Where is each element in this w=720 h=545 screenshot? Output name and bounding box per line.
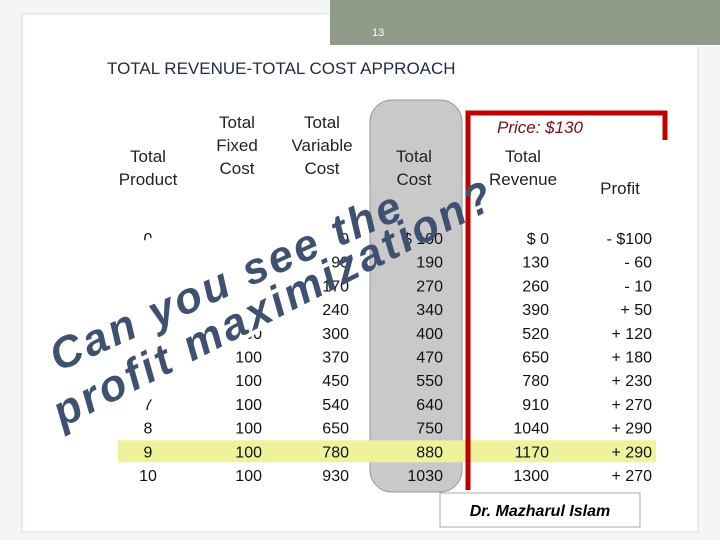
table-cell: 550 xyxy=(416,373,443,390)
table-cell: 540 xyxy=(322,397,349,414)
table-cell: + 230 xyxy=(612,373,653,390)
table-cell: 240 xyxy=(322,302,349,319)
table-cell: 750 xyxy=(416,421,443,438)
column-header: Profit xyxy=(600,179,640,198)
table-cell: 470 xyxy=(416,350,443,367)
table-cell: $ 100 xyxy=(403,231,443,248)
footer: Dr. Mazharul Islam xyxy=(470,503,611,520)
overlay-mask xyxy=(40,214,262,445)
table-cell: 1300 xyxy=(513,468,549,485)
column-header: Total xyxy=(505,147,541,166)
table-cell: 190 xyxy=(416,255,443,272)
table-cell: 520 xyxy=(522,326,549,343)
table-cell: 90 xyxy=(331,255,349,272)
table-cell: 650 xyxy=(522,350,549,367)
column-header: Total xyxy=(130,147,166,166)
table-cell: + 270 xyxy=(612,397,653,414)
footer-box xyxy=(439,492,641,528)
table-cell: 650 xyxy=(322,421,349,438)
table-cell: 910 xyxy=(522,397,549,414)
slide-title: TOTAL REVENUE-TOTAL COST APPROACH xyxy=(107,59,456,78)
table-cell: 300 xyxy=(322,326,349,343)
column-header: Revenue xyxy=(489,170,557,189)
table-cell: + 290 xyxy=(612,421,653,438)
table-cell: 9 xyxy=(144,444,153,461)
table-cell: 780 xyxy=(522,373,549,390)
table-cell: + 270 xyxy=(612,468,653,485)
column-header: Total xyxy=(304,113,340,132)
price-label: Price: $130 xyxy=(497,118,584,137)
column-header: Fixed xyxy=(216,136,258,155)
table-cell: 170 xyxy=(322,278,349,295)
table-cell: $ 0 xyxy=(527,231,549,248)
column-header: Product xyxy=(119,170,178,189)
table-cell: 100 xyxy=(235,397,262,414)
table-cell: 1030 xyxy=(407,468,443,485)
page-number: 13 xyxy=(372,27,384,39)
table-cell: 780 xyxy=(322,444,349,461)
table-cell: 370 xyxy=(322,350,349,367)
table-cell: 880 xyxy=(416,444,443,461)
column-header: Cost xyxy=(305,159,340,178)
table-cell: + 50 xyxy=(620,302,652,319)
table-cell: 100 xyxy=(235,350,262,367)
column-header: Total xyxy=(219,113,255,132)
table-cell: 0 xyxy=(340,231,349,248)
column-header: Cost xyxy=(397,170,432,189)
table-cell: 1170 xyxy=(515,444,550,461)
price-bracket xyxy=(465,110,668,490)
table-cell: 450 xyxy=(322,373,349,390)
table-cell: 340 xyxy=(416,302,443,319)
table-cell: 8 xyxy=(144,421,153,438)
table-cell: + 180 xyxy=(612,350,653,367)
table-cell: 640 xyxy=(416,397,443,414)
column-header: Variable xyxy=(291,136,352,155)
table-cell: - 10 xyxy=(624,278,652,295)
table-cell: 1040 xyxy=(513,421,549,438)
table-cell: 100 xyxy=(235,444,262,461)
table-cell: 10 xyxy=(139,468,157,485)
cost-column-shade xyxy=(369,99,463,493)
table-cell: 400 xyxy=(416,326,443,343)
table-cell: 270 xyxy=(416,278,443,295)
table-cell: + 290 xyxy=(612,444,653,461)
table-cell: 100 xyxy=(235,373,262,390)
table-cell: 930 xyxy=(322,468,349,485)
table-cell: - 60 xyxy=(624,255,652,272)
table-cell: 100 xyxy=(235,468,262,485)
row-highlight xyxy=(118,440,656,463)
table-cell: + 120 xyxy=(612,326,653,343)
table-cell: 130 xyxy=(522,255,549,272)
column-header: Cost xyxy=(220,159,255,178)
table-cell: 390 xyxy=(522,302,549,319)
table-cell: 100 xyxy=(235,421,262,438)
table-cell: 260 xyxy=(522,278,549,295)
table-cell: - $100 xyxy=(607,231,652,248)
column-header: Total xyxy=(396,147,432,166)
top-bar xyxy=(330,0,720,46)
table-cell: 7 xyxy=(144,397,153,414)
